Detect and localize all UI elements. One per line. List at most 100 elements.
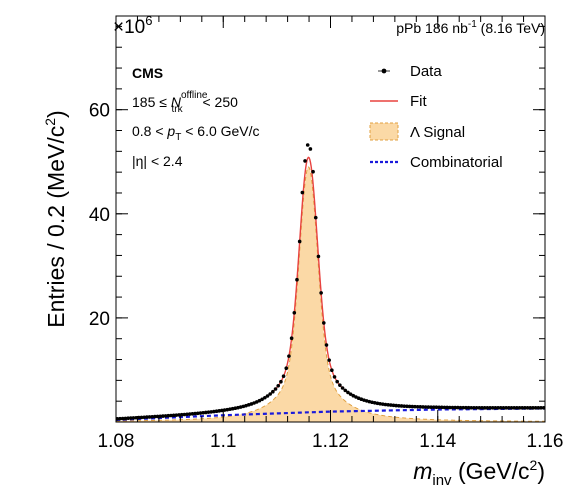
data-point <box>147 415 152 419</box>
data-point <box>536 406 541 410</box>
y-tick-label: 60 <box>89 101 110 122</box>
data-point <box>498 406 503 410</box>
x-tick-label: 1.12 <box>312 431 349 452</box>
data-point <box>490 406 495 410</box>
data-point <box>185 412 189 417</box>
experiment-label: CMS <box>132 65 163 81</box>
data-point <box>126 416 130 421</box>
data-point <box>340 386 345 390</box>
data-point <box>182 412 187 417</box>
data-point <box>431 405 436 409</box>
eta-range-label: |η| < 2.4 <box>132 153 183 169</box>
data-point <box>289 336 294 341</box>
data-point <box>528 406 533 410</box>
data-point <box>281 374 286 378</box>
data-point <box>161 414 165 418</box>
data-point <box>169 413 173 418</box>
data-point <box>533 406 538 410</box>
data-point <box>426 405 431 409</box>
data-point <box>228 407 232 411</box>
data-point <box>509 406 514 410</box>
data-point <box>319 291 323 295</box>
data-point <box>531 406 535 410</box>
data-point <box>150 414 154 419</box>
data-point <box>338 383 342 387</box>
data-point <box>166 413 171 418</box>
data-point <box>271 389 275 394</box>
data-point <box>539 405 543 410</box>
data-point <box>322 321 326 325</box>
data-point <box>179 412 184 417</box>
data-point <box>520 406 525 410</box>
data-point <box>332 375 337 379</box>
data-point <box>217 409 222 413</box>
data-point <box>295 277 299 282</box>
data-point <box>541 405 545 410</box>
data-point <box>348 392 353 396</box>
data-point <box>300 190 305 195</box>
data-point <box>174 413 179 417</box>
data-point <box>402 404 407 408</box>
data-point <box>474 405 479 410</box>
data-point <box>453 405 457 410</box>
data-point <box>128 416 133 420</box>
y-tick-label: 40 <box>89 205 110 226</box>
data-point <box>512 406 516 410</box>
data-point <box>263 395 267 400</box>
data-point <box>324 343 329 347</box>
signal-edge <box>116 166 545 422</box>
data-point <box>195 411 200 416</box>
data-point <box>375 401 380 406</box>
data-point <box>206 410 211 414</box>
data-point <box>204 410 208 415</box>
data-point <box>391 403 396 408</box>
data-point <box>386 403 390 407</box>
data-point <box>118 416 122 421</box>
data-point <box>496 406 500 410</box>
data-layer <box>116 143 545 421</box>
data-point <box>477 406 482 410</box>
data-point <box>177 413 181 417</box>
data-point <box>458 405 463 410</box>
data-point <box>399 404 404 408</box>
x-tick-label: 1.08 <box>98 431 135 452</box>
data-point <box>450 405 455 410</box>
data-point <box>448 405 452 410</box>
data-point <box>212 409 216 414</box>
data-point <box>407 404 412 409</box>
data-point <box>131 416 136 420</box>
data-point <box>482 406 487 410</box>
data-point <box>472 405 476 410</box>
data-point <box>415 404 420 409</box>
data-point <box>469 405 474 410</box>
data-point <box>257 398 262 403</box>
data-point <box>378 401 382 406</box>
data-point <box>423 405 428 409</box>
data-point <box>485 406 490 410</box>
data-point <box>346 390 350 395</box>
legend: Data Fit Λ Signal Combinatorial <box>369 63 503 171</box>
data-point <box>142 415 146 420</box>
data-point <box>260 397 264 402</box>
data-point <box>445 405 449 410</box>
x-axis-title: minv (GeV/c2) <box>413 457 545 489</box>
data-point <box>327 358 331 362</box>
data-point <box>439 405 444 410</box>
data-point <box>120 416 125 421</box>
data-point <box>421 405 425 409</box>
data-point <box>193 411 197 416</box>
data-point <box>383 402 388 407</box>
data-point <box>466 405 471 410</box>
data-point <box>523 406 527 410</box>
x-tick-label: 1.14 <box>419 431 456 452</box>
multiplicity-label: 185 ≤ Noffline trk < 250 <box>132 90 238 115</box>
legend-label-fit: Fit <box>410 93 427 110</box>
data-point <box>370 400 374 405</box>
data-point <box>405 404 409 409</box>
y-multiplier: ×106 <box>113 13 152 38</box>
data-point <box>517 406 522 410</box>
data-point <box>292 311 297 315</box>
data-point <box>265 394 270 398</box>
data-point <box>351 393 356 398</box>
